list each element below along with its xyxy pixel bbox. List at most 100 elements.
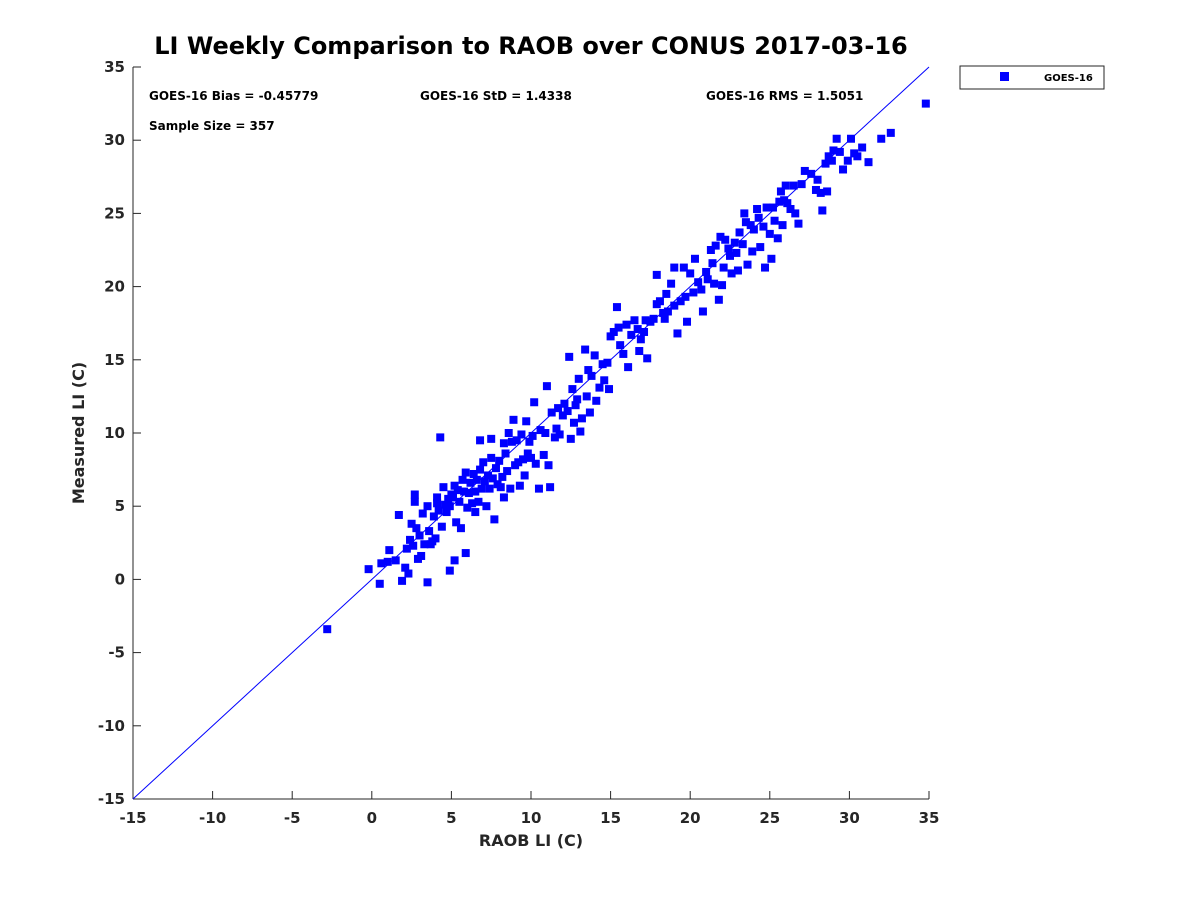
data-point [603,358,612,367]
x-tick-label: -10 [199,809,226,827]
data-point [839,165,848,174]
data-point [824,152,833,161]
data-point [364,565,373,574]
data-point [753,205,762,214]
y-tick-label: -5 [108,644,125,662]
data-point [441,500,450,509]
data-point [791,209,800,218]
data-point [531,459,540,468]
sample-size-annotation: Sample Size = 357 [149,119,275,133]
data-point [605,385,614,394]
data-point [649,314,658,323]
std-annotation: GOES-16 StD = 1.4338 [420,89,572,103]
data-point [431,534,440,543]
data-point [417,551,426,560]
data-point [391,556,400,565]
data-point [569,418,578,427]
data-point [697,285,706,294]
y-tick-label: 5 [115,497,125,515]
data-point [587,371,596,380]
data-point [574,374,583,383]
data-point [710,279,719,288]
data-point [409,541,418,550]
data-point [730,238,739,247]
data-point [659,308,668,317]
data-point [821,159,830,168]
data-point [503,467,512,476]
data-point [517,430,526,439]
data-point [445,502,454,511]
data-point [407,519,416,528]
data-point [439,483,448,492]
data-point [590,351,599,360]
data-point [560,399,569,408]
x-tick-label: 0 [367,809,377,827]
data-point [512,436,521,445]
data-point [832,134,841,143]
data-point [546,483,555,492]
data-point [609,327,618,336]
data-point [921,99,930,108]
data-point [768,203,777,212]
data-point [565,352,574,361]
data-point [463,503,472,512]
data-point [514,458,523,467]
data-point [732,248,741,257]
data-point [711,241,720,250]
data-point [444,494,453,503]
data-point [480,477,489,486]
data-point [660,314,669,323]
y-tick-label: -10 [98,717,125,735]
data-point [383,557,392,566]
data-point [585,408,594,417]
data-point [797,180,806,189]
x-tick-label: -15 [119,809,146,827]
x-axis-label: RAOB LI (C) [479,831,583,850]
data-point [584,366,593,375]
data-point [741,218,750,227]
data-point [749,225,758,234]
data-point [452,518,461,527]
data-point [484,471,493,480]
data-point [423,502,432,511]
x-tick-label: 20 [680,809,701,827]
data-point [835,147,844,156]
data-point [823,187,832,196]
data-point [464,489,473,498]
data-point [636,335,645,344]
y-tick-label: -15 [98,790,125,808]
data-point [719,263,728,272]
data-points [323,99,930,634]
data-point [775,197,784,206]
data-point [501,449,510,458]
data-point [476,465,485,474]
data-point [507,437,516,446]
rms-annotation: GOES-16 RMS = 1.5051 [706,89,863,103]
data-point [582,392,591,401]
y-axis-label: Measured LI (C) [69,362,88,504]
data-point [718,281,727,290]
data-point [385,546,394,555]
data-point [487,434,496,443]
data-point [748,247,757,256]
data-point [676,297,685,306]
data-point [846,134,855,143]
data-point [420,540,429,549]
data-point [566,434,575,443]
data-point [577,414,586,423]
data-point [765,229,774,238]
data-point [740,209,749,218]
data-point [506,484,515,493]
x-ticks: -15 -10 -5 0 5 10 15 20 25 30 35 [119,791,939,827]
y-tick-label: 20 [104,278,125,296]
data-point [641,316,650,325]
data-point [491,464,500,473]
data-point [670,301,679,310]
y-tick-label: 30 [104,131,125,149]
data-point [539,450,548,459]
data-point [456,524,465,533]
data-point [434,506,443,515]
data-point [534,484,543,493]
data-point [807,169,816,178]
data-point [770,216,779,225]
